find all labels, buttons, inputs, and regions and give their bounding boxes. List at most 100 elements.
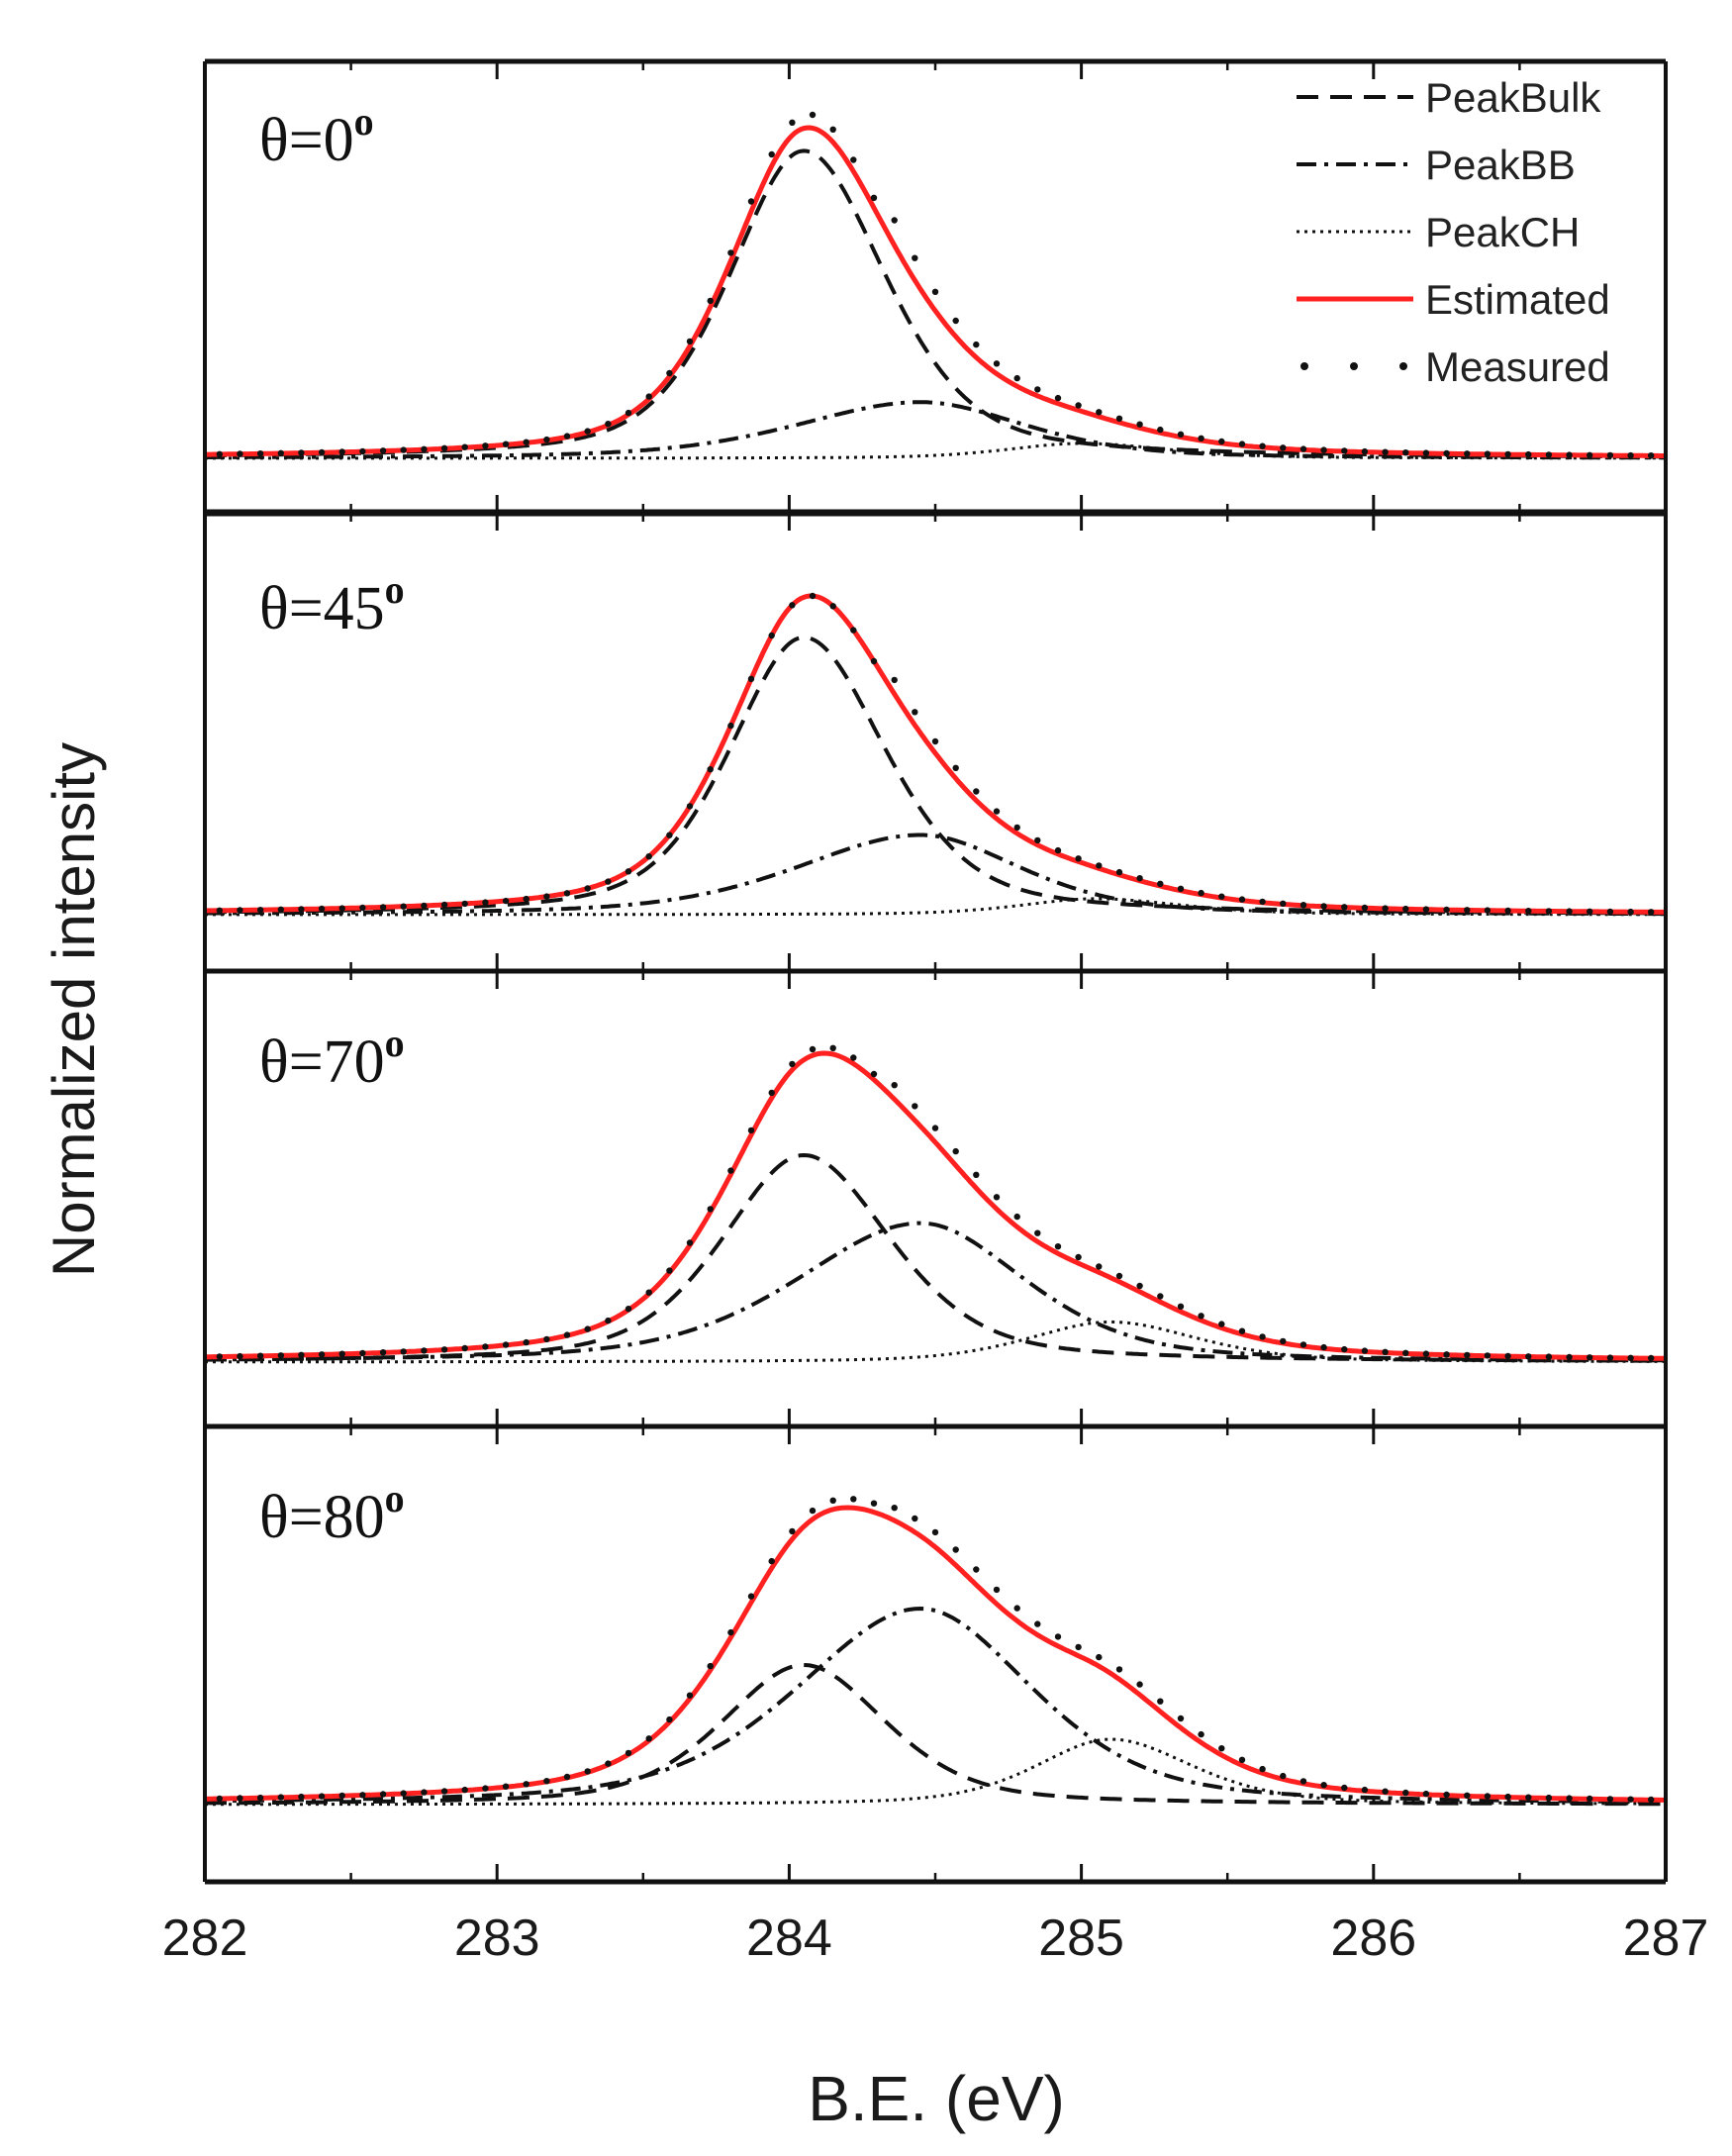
x-tick-label: 286 <box>1330 1910 1416 1967</box>
legend: PeakBulk PeakBB PeakCH Estimated Measured <box>1297 74 1610 390</box>
panel-1-measured-point <box>625 868 632 875</box>
panel-2-measured-point <box>952 1147 959 1155</box>
panel-3-measured-point <box>440 1788 448 1795</box>
panel-2-measured-point <box>1525 1353 1532 1360</box>
panel-2-measured-point <box>421 1347 428 1354</box>
panel-0-measured-point <box>523 439 529 445</box>
panel-3-measured-point <box>993 1586 1001 1594</box>
panel-0-measured-point <box>747 198 755 205</box>
panel-theta-45: θ=45o <box>204 567 1666 917</box>
panel-2-measured-point <box>809 1045 817 1053</box>
x-tick-label: 282 <box>162 1910 248 1967</box>
panel-1-measured-point <box>1075 855 1082 862</box>
legend-measured-marker <box>1399 362 1407 370</box>
panel-3-measured-point <box>809 1507 817 1515</box>
panel-3-measured-point <box>789 1527 796 1535</box>
panel-0-measured-point <box>440 444 448 451</box>
panel-1-estimated-curve <box>204 593 1666 915</box>
panel-2-measured-point <box>1587 1354 1593 1361</box>
panel-0-measured-point <box>645 393 652 400</box>
panel-1-measured-point <box>1566 908 1573 915</box>
panel-3-measured-point <box>502 1783 510 1790</box>
panel-0-measured-point <box>1299 445 1307 452</box>
panel-0-measured-point <box>1198 435 1204 441</box>
panel-1-measured-point <box>747 675 755 682</box>
panel-0-measured-point <box>584 428 591 435</box>
panel-0-measured-point <box>359 447 366 455</box>
panel-2-measured-point <box>584 1325 591 1332</box>
panel-0-measured-point <box>1545 451 1553 458</box>
panel-1-measured-point <box>1525 908 1532 915</box>
panel-0-measured-point <box>1259 442 1266 449</box>
panel-3-measured-point <box>1177 1715 1185 1722</box>
panel-3-measured-point <box>338 1792 345 1800</box>
panel-3-measured-point <box>1341 1784 1348 1792</box>
y-axis-title: Normalized intensity <box>41 742 107 1277</box>
panel-1-measured-point <box>912 709 918 716</box>
panel-0-measured-point <box>1443 449 1450 457</box>
legend-peakch-label: PeakCH <box>1425 209 1580 255</box>
panel-0-measured-point <box>1157 426 1164 434</box>
panel-1-measured-point <box>1320 903 1327 910</box>
panel-1-measured-point <box>1299 902 1307 909</box>
panel-2-measured-point <box>1157 1293 1164 1300</box>
panel-3-measured-point <box>1299 1778 1307 1785</box>
panel-0-peakch-curve <box>205 441 1666 460</box>
panel-1-measured-point <box>216 907 223 914</box>
panel-2-estimated-curve <box>204 1050 1666 1361</box>
panel-0-measured-point <box>338 448 345 455</box>
panel-1-measured-point <box>440 901 448 909</box>
panel-3-measured-point <box>563 1773 571 1781</box>
panel-1-measured-point <box>1341 904 1348 911</box>
panel-3-measured-point <box>237 1795 243 1802</box>
panel-0-measured-point <box>973 341 980 348</box>
panel-1-label: θ=45o <box>259 567 405 642</box>
panel-3-measured-point <box>952 1546 959 1553</box>
panel-0-measured-point <box>1341 447 1348 454</box>
panel-0-measured-point <box>1361 447 1369 455</box>
panel-1-measured-point <box>379 904 387 911</box>
panel-2-measured-point <box>1054 1243 1062 1250</box>
panel-1-measured-point <box>1034 836 1041 844</box>
panel-3-measured-point <box>747 1593 755 1600</box>
panel-2-measured-point <box>993 1194 1001 1201</box>
panel-3-measured-point <box>400 1790 407 1797</box>
panel-2-measured-point <box>543 1335 550 1343</box>
panel-2-measured-point <box>707 1206 714 1213</box>
panel-0-measured-point <box>727 249 734 256</box>
panel-0-measured-point <box>1587 451 1593 458</box>
panel-3-peakbb-curve <box>205 1606 1666 1805</box>
panel-1-measured-point <box>543 893 550 900</box>
panel-2-measured-point <box>400 1348 407 1355</box>
panel-1-measured-point <box>809 592 817 600</box>
panel-1-measured-point <box>1504 907 1511 915</box>
panel-1-measured-point <box>789 602 796 609</box>
panel-0-measured-point <box>1566 451 1573 458</box>
panel-3-measured-point <box>1382 1788 1389 1795</box>
panel-2-measured-point <box>1443 1351 1450 1358</box>
panel-2-measured-point <box>625 1306 632 1313</box>
panel-0-measured-point <box>870 194 878 201</box>
panel-3-measured-point <box>727 1628 734 1636</box>
panel-0-measured-point <box>1054 394 1062 402</box>
panel-2-measured-point <box>461 1344 468 1352</box>
panel-1-measured-point <box>1177 885 1185 892</box>
panel-3-measured-point <box>1587 1795 1593 1803</box>
panel-3-measured-point <box>318 1793 326 1800</box>
panel-theta-70: θ=70o <box>204 1021 1666 1364</box>
panel-3-measured-point <box>543 1778 550 1785</box>
panel-2-measured-point <box>1341 1345 1348 1353</box>
panel-3-measured-point <box>1096 1653 1103 1661</box>
panel-3-measured-point <box>829 1497 836 1505</box>
panel-0-measured-point <box>1422 449 1430 456</box>
panel-2-measured-point <box>502 1341 510 1348</box>
panel-1-measured-point <box>1096 862 1103 869</box>
panel-1-measured-point <box>1606 908 1614 916</box>
panel-0-measured-point <box>1648 452 1655 459</box>
panel-3-measured-point <box>421 1789 428 1796</box>
x-tick-label: 283 <box>454 1910 540 1967</box>
panel-2-measured-point <box>1382 1348 1389 1356</box>
panel-3-measured-point <box>379 1791 387 1798</box>
panel-2-measured-point <box>870 1070 878 1078</box>
panel-0-measured-point <box>666 369 673 377</box>
